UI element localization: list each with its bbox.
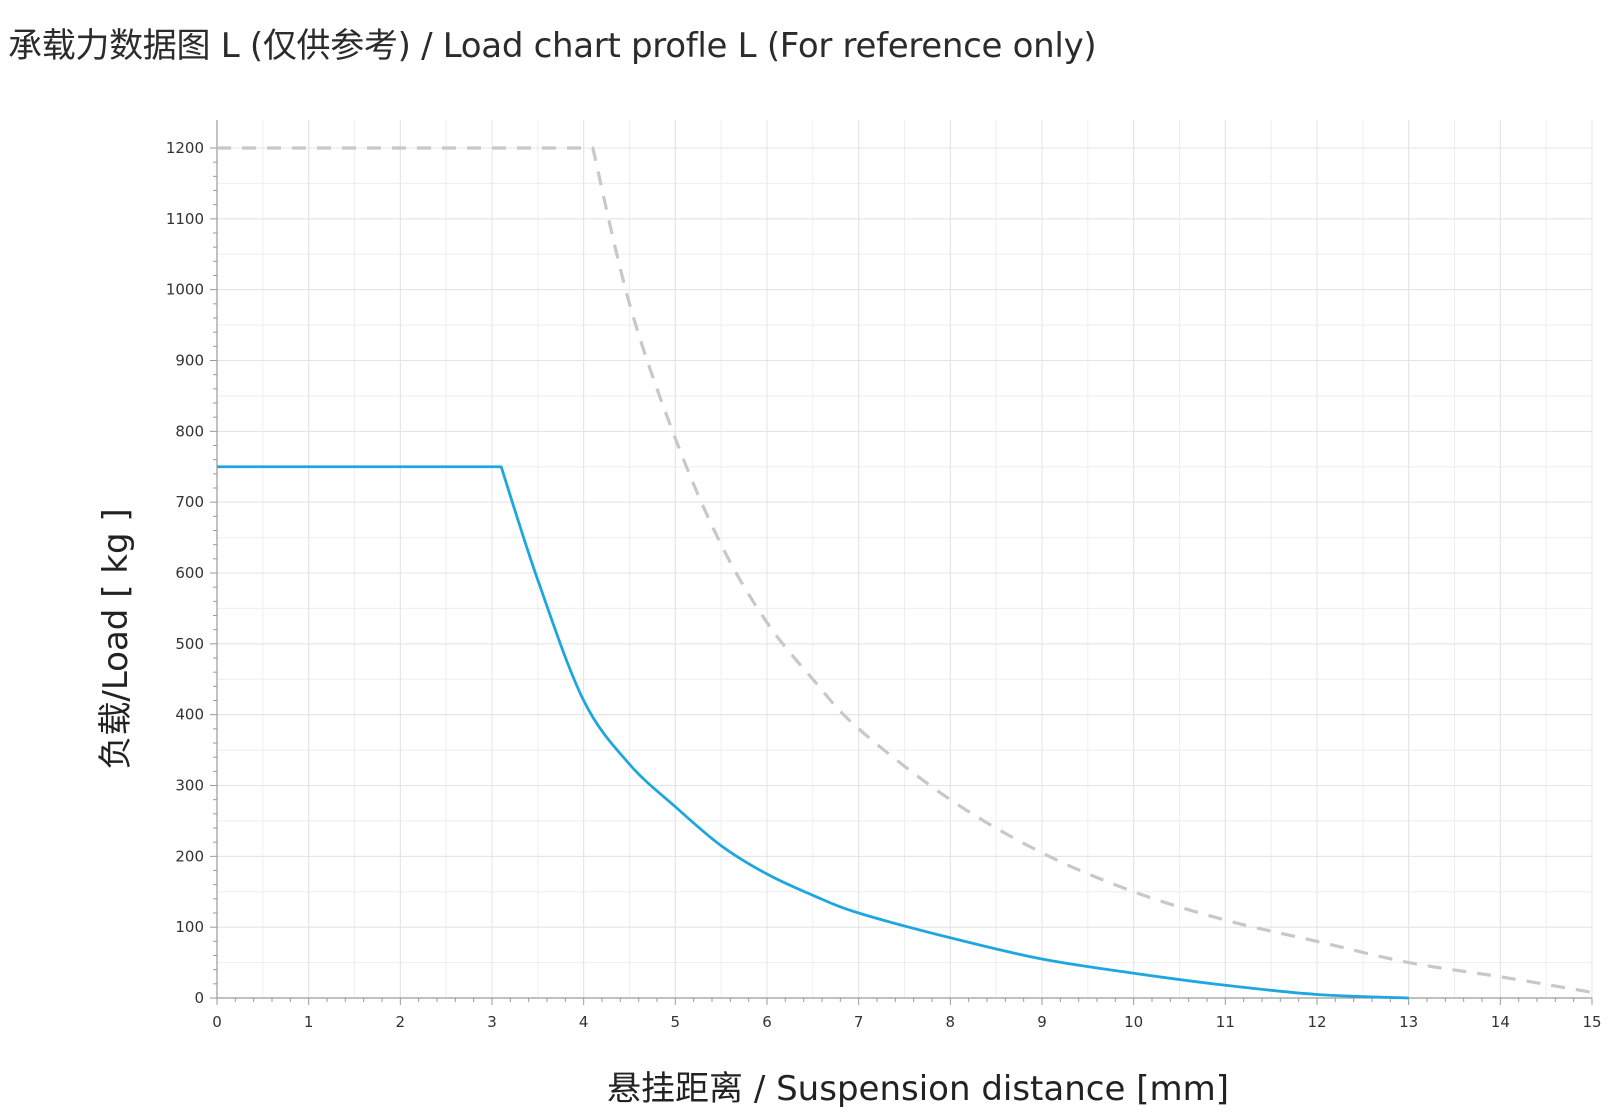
x-axis-title: 悬挂距离 / Suspension distance [mm] [607, 1069, 1229, 1109]
x-tick-label: 1 [304, 1013, 314, 1031]
x-tick-label: 14 [1491, 1013, 1510, 1031]
y-tick-label: 1100 [166, 210, 204, 228]
x-tick-label: 13 [1399, 1013, 1418, 1031]
chart-title: 承载力数据图 L (仅供参考) / Load chart profle L (F… [8, 26, 1097, 66]
x-tick-label: 10 [1124, 1013, 1143, 1031]
y-tick-label: 1200 [166, 139, 204, 157]
series-line-dashed [217, 146, 1593, 994]
x-tick-label: 6 [762, 1013, 772, 1031]
y-tick-label: 800 [175, 422, 204, 440]
y-tick-label: 1000 [166, 281, 204, 299]
y-axis-title: 负载/Load [ kg ] [96, 508, 136, 769]
x-tick-label: 8 [946, 1013, 956, 1031]
series-lines [217, 146, 1593, 1000]
y-tick-label: 300 [175, 777, 204, 795]
x-tick-label: 15 [1582, 1013, 1601, 1031]
series-line-solid [217, 465, 1409, 1000]
y-tick-label: 900 [175, 352, 204, 370]
x-tick-label: 0 [212, 1013, 222, 1031]
y-tick-label: 200 [175, 847, 204, 865]
axes [210, 120, 1593, 1005]
y-tick-label: 0 [194, 989, 204, 1007]
y-tick-label: 600 [175, 564, 204, 582]
x-tick-label: 5 [671, 1013, 681, 1031]
x-tick-label: 2 [396, 1013, 406, 1031]
y-tick-label: 400 [175, 706, 204, 724]
y-tick-label: 700 [175, 493, 204, 511]
y-tick-label: 100 [175, 918, 204, 936]
x-tick-label: 4 [579, 1013, 589, 1031]
x-tick-label: 9 [1037, 1013, 1047, 1031]
tick-labels: 0 1 2 3 4 5 6 7 8 9 10 11 12 13 14 15010020030040050060… [166, 139, 1602, 1031]
x-tick-label: 3 [487, 1013, 497, 1031]
x-tick-label: 12 [1307, 1013, 1326, 1031]
x-tick-label: 7 [854, 1013, 864, 1031]
y-tick-label: 500 [175, 635, 204, 653]
x-tick-label: 11 [1216, 1013, 1235, 1031]
grid [216, 120, 1593, 999]
